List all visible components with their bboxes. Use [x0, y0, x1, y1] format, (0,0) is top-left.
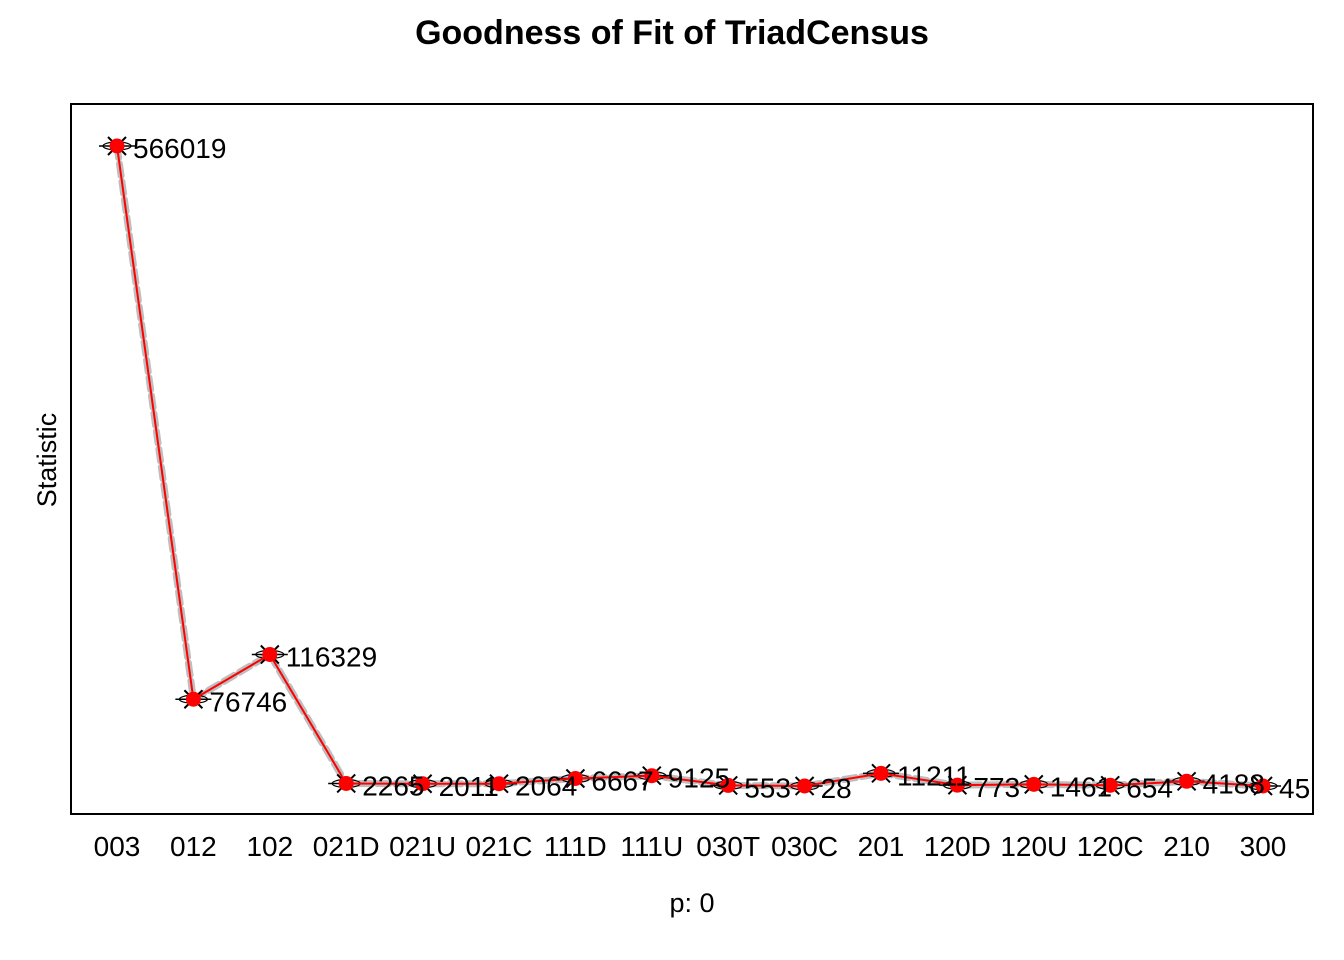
point-120D	[949, 777, 965, 793]
point-120U	[1026, 776, 1042, 792]
x-tick-120D: 120D	[924, 831, 991, 862]
point-012	[185, 691, 201, 707]
x-tick-003: 003	[94, 831, 141, 862]
x-tick-030C: 030C	[771, 831, 838, 862]
x-tick-layer: 003 012 102 021D 021U 021C 111D 111U 030T 030C 201…	[94, 831, 1287, 862]
data-label-120C: 654	[1126, 772, 1173, 803]
point-030C	[797, 778, 813, 794]
point-030T	[720, 777, 736, 793]
x-tick-021U: 021U	[389, 831, 456, 862]
data-label-012: 76746	[209, 686, 287, 717]
point-111D	[567, 770, 583, 786]
data-label-201: 11211	[897, 760, 971, 791]
x-tick-021D: 021D	[313, 831, 380, 862]
data-label-300: 45	[1279, 773, 1310, 804]
data-label-210: 4188	[1203, 768, 1265, 799]
point-021C	[491, 776, 507, 792]
data-label-111U: 9125	[668, 763, 730, 794]
x-tick-111U: 111U	[620, 831, 683, 862]
point-021D	[338, 775, 354, 791]
data-label-111D: 6667	[591, 765, 653, 796]
x-tick-021C: 021C	[466, 831, 533, 862]
x-tick-030T: 030T	[696, 831, 760, 862]
x-tick-120U: 120U	[1000, 831, 1067, 862]
x-tick-102: 102	[246, 831, 293, 862]
data-label-021D: 2265	[362, 770, 424, 801]
point-111U	[644, 768, 660, 784]
plot-frame	[70, 103, 1314, 815]
data-label-layer: 566019 76746 116329 2265 2011 2064 6667 9125 553…	[133, 133, 1310, 804]
series-point-layer	[109, 138, 1271, 794]
x-tick-111D: 111D	[544, 831, 607, 862]
data-label-120U: 1461	[1050, 771, 1112, 802]
data-label-030T: 553	[744, 772, 791, 803]
data-label-030C: 28	[821, 773, 852, 804]
series-line-layer	[116, 145, 1264, 788]
x-tick-210: 210	[1163, 831, 1210, 862]
simulated-band	[113, 142, 1267, 790]
point-102	[262, 646, 278, 662]
y-axis-label: Statistic	[32, 413, 62, 508]
point-300	[1255, 778, 1271, 794]
point-021U	[415, 776, 431, 792]
data-label-120D: 773	[973, 772, 1020, 803]
x-tick-120C: 120C	[1077, 831, 1144, 862]
point-003	[109, 138, 125, 154]
x-tick-012: 012	[170, 831, 217, 862]
x-tick-300: 300	[1240, 831, 1287, 862]
x-tick-201: 201	[858, 831, 905, 862]
data-label-003: 566019	[133, 133, 226, 164]
simulated-band-layer	[113, 142, 1267, 790]
x-axis-label: p: 0	[669, 888, 714, 918]
chart-title: Goodness of Fit of TriadCensus	[415, 14, 929, 52]
data-label-021U: 2011	[439, 771, 499, 802]
point-201	[873, 765, 889, 781]
data-label-102: 116329	[286, 641, 377, 672]
point-210	[1179, 773, 1195, 789]
data-label-021C: 2064	[515, 771, 577, 802]
point-120C	[1102, 777, 1118, 793]
observed-line	[116, 145, 1264, 788]
